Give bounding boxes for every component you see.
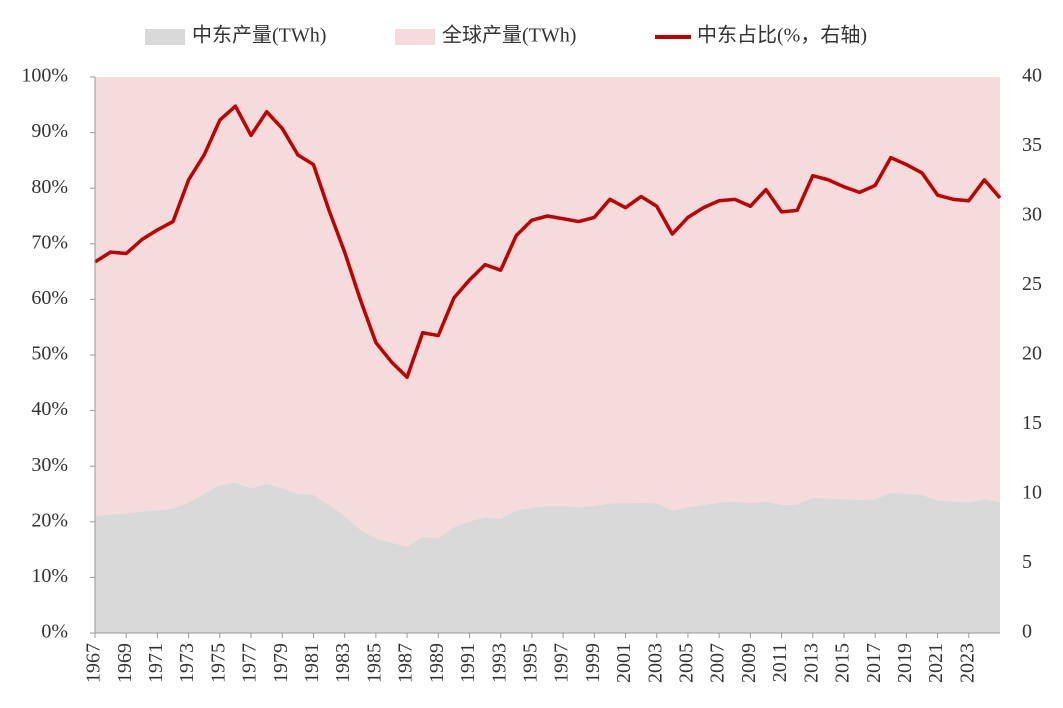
x-tick-label: 1993 <box>488 643 510 683</box>
x-tick-label: 2007 <box>707 643 729 683</box>
y2-tick-label: 20 <box>1022 343 1042 365</box>
y-tick-label: 50% <box>31 343 68 365</box>
legend-label: 全球产量(TWh) <box>442 24 576 47</box>
y-tick-label: 70% <box>31 231 68 253</box>
x-tick-label: 1989 <box>426 643 448 683</box>
x-tick-label: 2005 <box>676 643 698 683</box>
y2-tick-label: 30 <box>1022 204 1042 226</box>
x-tick-label: 2021 <box>925 643 947 683</box>
x-tick-label: 1987 <box>395 643 417 683</box>
y-tick-label: 80% <box>31 176 68 198</box>
x-tick-label: 1999 <box>582 643 604 683</box>
area <box>95 482 1000 633</box>
y-tick-label: 90% <box>31 120 68 142</box>
x-tick-label: 2001 <box>613 643 635 683</box>
legend-label: 中东占比(%，右轴) <box>697 24 867 47</box>
y2-tick-label: 15 <box>1022 412 1042 434</box>
y-tick-label: 30% <box>31 454 68 476</box>
x-tick-label: 1991 <box>457 643 479 683</box>
y-tick-label: 10% <box>31 565 68 587</box>
x-tick-label: 2003 <box>644 643 666 683</box>
y-tick-label: 0% <box>41 621 68 643</box>
x-tick-label: 2023 <box>956 643 978 683</box>
y2-tick-label: 0 <box>1022 621 1032 643</box>
x-tick-label: 1977 <box>239 643 261 683</box>
y2-tick-label: 40 <box>1022 65 1042 87</box>
legend-swatch <box>145 29 185 45</box>
x-tick-label: 1969 <box>114 643 136 683</box>
y-tick-label: 60% <box>31 287 68 309</box>
x-tick-label: 1973 <box>176 643 198 683</box>
y2-tick-label: 25 <box>1022 273 1042 295</box>
x-tick-label: 2019 <box>894 643 916 683</box>
x-tick-label: 1983 <box>332 643 354 683</box>
y-tick-label: 100% <box>21 65 68 87</box>
legend-swatch <box>395 29 435 45</box>
y2-tick-label: 10 <box>1022 482 1042 504</box>
y-tick-label: 40% <box>31 398 68 420</box>
line <box>94 104 1002 379</box>
y2-tick-label: 35 <box>1022 134 1042 156</box>
x-tick-label: 1981 <box>301 643 323 683</box>
y2-tick-label: 5 <box>1022 551 1032 573</box>
legend-label: 中东产量(TWh) <box>192 24 326 47</box>
area <box>95 77 1000 633</box>
x-tick-label: 1985 <box>363 643 385 683</box>
x-tick-label: 1975 <box>207 643 229 683</box>
x-tick-label: 1995 <box>519 643 541 683</box>
x-tick-label: 2011 <box>769 643 791 682</box>
x-tick-label: 2009 <box>738 643 760 683</box>
x-tick-label: 2013 <box>800 643 822 683</box>
y-tick-label: 20% <box>31 509 68 531</box>
x-tick-label: 1979 <box>270 643 292 683</box>
x-tick-label: 2017 <box>863 643 885 683</box>
x-tick-label: 1997 <box>551 643 573 683</box>
x-tick-label: 1971 <box>145 643 167 683</box>
x-tick-label: 1967 <box>83 643 105 683</box>
x-tick-label: 2015 <box>832 643 854 683</box>
